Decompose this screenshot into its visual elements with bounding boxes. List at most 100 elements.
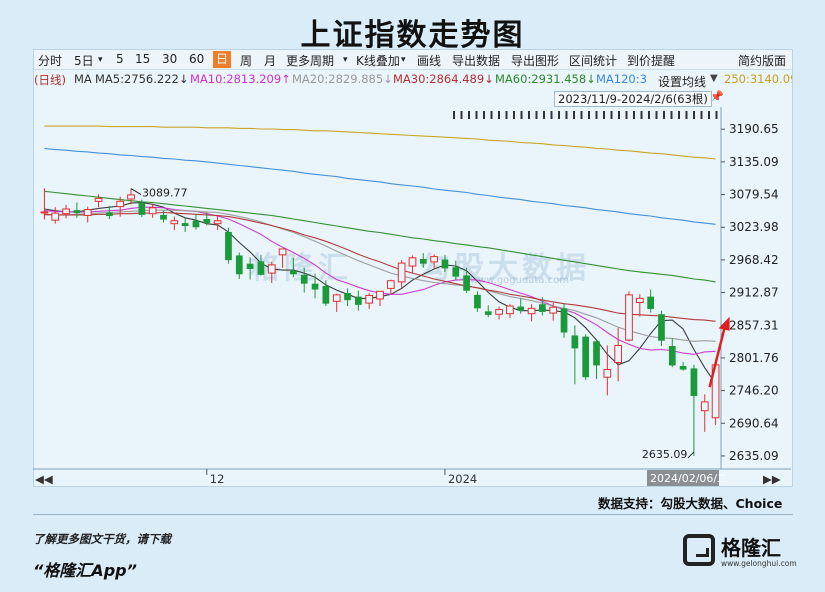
candle-body xyxy=(614,344,623,363)
x-tick-label: 2024 xyxy=(448,472,477,486)
export-chart-button[interactable]: 导出图形 xyxy=(511,54,560,68)
watermark-logo-right: 勾股大数据 xyxy=(420,251,590,286)
ma10-value: MA10:2813.209↑ xyxy=(190,72,291,86)
ma-marker xyxy=(543,111,545,119)
y-tick-label: 3190.65 xyxy=(729,122,779,136)
ma-marker xyxy=(663,111,665,119)
tab-weekly[interactable]: 周 xyxy=(240,54,253,68)
logo-icon xyxy=(683,534,715,566)
candle-body xyxy=(539,304,546,312)
chevron-down-icon[interactable]: ▾ xyxy=(98,55,103,65)
ma120-value: MA120:3 xyxy=(596,72,647,86)
ma-marker xyxy=(483,111,485,119)
candle-body xyxy=(94,197,103,202)
watermark-url: www.gogudata.com xyxy=(470,275,570,286)
kline-overlay-menu[interactable]: K线叠加 xyxy=(356,54,400,68)
promo-line-2: “格隆汇App” xyxy=(33,561,137,580)
candle-body xyxy=(517,306,525,311)
tab-30min[interactable]: 30 xyxy=(162,52,178,66)
ma-marker xyxy=(685,111,688,119)
tab-5min[interactable]: 5 xyxy=(116,52,124,66)
tab-daily[interactable]: 日 xyxy=(213,51,232,68)
tab-intraday[interactable]: 分时 xyxy=(38,54,63,68)
ma-marker xyxy=(490,111,493,119)
tab-monthly[interactable]: 月 xyxy=(264,54,277,68)
ma-marker xyxy=(498,111,500,119)
annotation-low-label: 2635.09 xyxy=(642,448,688,461)
candle-body xyxy=(658,314,665,341)
ma-line-ma60 xyxy=(44,190,716,283)
ma-marker xyxy=(580,111,583,119)
export-data-button[interactable]: 导出数据 xyxy=(452,54,501,68)
annotation-high-label: 3089.77 xyxy=(142,187,188,200)
candle-body xyxy=(73,210,81,214)
ma-marker xyxy=(595,111,598,119)
ma250-value: 250:3140.09 xyxy=(724,72,792,86)
range-stats-button[interactable]: 区间统计 xyxy=(569,54,618,68)
ma-marker xyxy=(640,111,643,119)
ma-line-ma250 xyxy=(44,125,716,160)
candle-body xyxy=(203,218,211,224)
candle-body xyxy=(571,335,579,349)
logo-name: 格隆汇 xyxy=(721,536,781,560)
candle-body xyxy=(365,294,374,304)
candle-body xyxy=(386,280,395,289)
y-tick-label: 2912.87 xyxy=(729,286,779,300)
ma-marker xyxy=(670,111,673,119)
y-tick-label: 3135.09 xyxy=(729,155,779,169)
trend-arrow-icon xyxy=(708,323,727,388)
chevron-down-icon[interactable]: ▾ xyxy=(343,55,348,65)
candle-body xyxy=(62,208,70,215)
candle-body xyxy=(267,264,276,274)
ma-marker xyxy=(535,111,538,119)
ma-marker xyxy=(603,111,605,119)
more-periods-menu[interactable]: 更多周期 xyxy=(286,54,335,68)
brand-logo: 格隆汇 www.gelonghui.com xyxy=(683,532,797,572)
candle-body xyxy=(560,308,568,333)
tab-5day[interactable]: 5日 xyxy=(74,54,94,68)
ma-marker xyxy=(655,111,658,119)
y-tick-label: 3023.98 xyxy=(729,220,779,234)
ma-marker xyxy=(550,111,553,119)
ma-marker xyxy=(513,111,515,119)
simple-layout-button[interactable]: 简约版面 xyxy=(737,54,786,68)
candle-body xyxy=(322,286,330,304)
candle-body xyxy=(376,290,384,300)
ma-marker xyxy=(693,111,695,119)
candle-body xyxy=(625,294,633,341)
ma20-value: MA20:2829.885↓ xyxy=(292,72,393,86)
ma-marker xyxy=(700,111,703,119)
scroll-left-icon[interactable]: ◀◀ xyxy=(35,472,53,486)
candle-body xyxy=(397,262,406,283)
candle-body xyxy=(246,263,254,269)
candle-body xyxy=(679,366,687,370)
crosshair-date-bg xyxy=(647,470,719,486)
scroll-right-icon[interactable]: ▶▶ xyxy=(763,472,781,486)
tab-15min[interactable]: 15 xyxy=(135,52,151,66)
candle-body xyxy=(700,401,709,412)
ma-settings-button[interactable]: 设置均线 xyxy=(656,73,709,90)
x-axis: 12 2024 ◀◀ ▶▶ 2024/02/06/二 xyxy=(33,468,791,486)
candle-body xyxy=(549,306,558,314)
candle-body xyxy=(300,274,308,284)
trend-arrowhead-icon xyxy=(718,316,730,331)
annotations: 3089.77 2635.09 xyxy=(130,187,730,461)
tab-60min[interactable]: 60 xyxy=(189,52,205,66)
pin-icon[interactable]: 📌 xyxy=(710,90,724,103)
price-alert-button[interactable]: 到价提醒 xyxy=(627,54,676,68)
ma-legend: (日线) MA MA5:2756.222↓ MA10:2813.209↑ MA2… xyxy=(34,71,792,87)
candle-body xyxy=(40,211,49,214)
y-tick-label: 2635.09 xyxy=(729,449,779,463)
y-tick-label: 2968.42 xyxy=(729,253,779,267)
chevron-down-icon[interactable]: ▾ xyxy=(401,55,406,65)
ma-markers xyxy=(453,111,718,119)
ma-marker xyxy=(715,111,718,119)
y-axis: 3190.65 3135.09 3079.54 3023.98 2968.42 2912.… xyxy=(720,107,779,469)
ma-marker xyxy=(573,111,575,119)
candle-body xyxy=(419,258,427,264)
chevron-down-icon[interactable]: ▼ xyxy=(710,73,718,84)
candle-body xyxy=(495,309,503,315)
candle-body xyxy=(278,248,287,256)
candle-body xyxy=(311,283,319,290)
draw-line-button[interactable]: 画线 xyxy=(417,54,442,68)
